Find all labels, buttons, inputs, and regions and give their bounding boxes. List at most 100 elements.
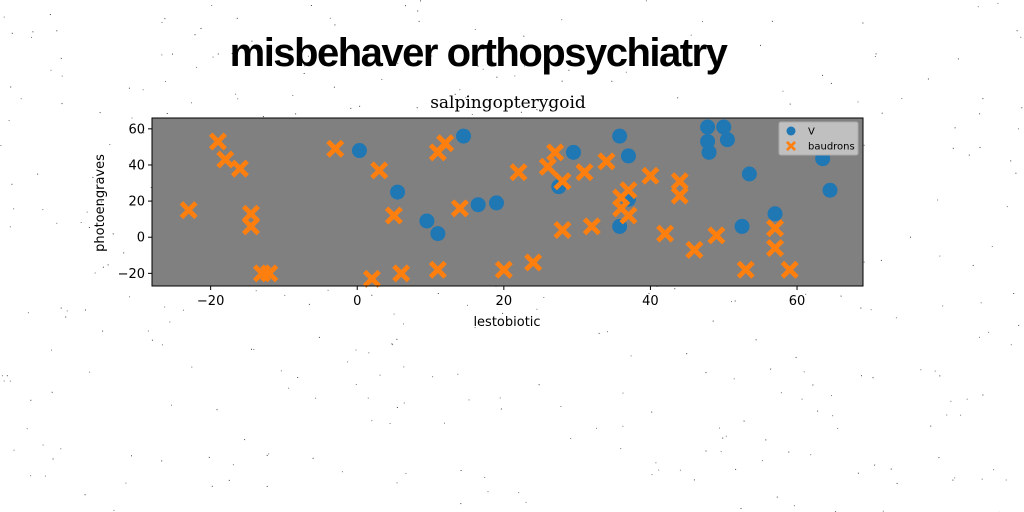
noise-speck xyxy=(231,53,233,54)
noise-speck xyxy=(840,295,842,297)
legend-marker-baudrons xyxy=(786,141,796,151)
noise-speck xyxy=(872,377,874,379)
noise-speck xyxy=(253,349,255,350)
point-baudrons xyxy=(509,163,528,182)
noise-speck xyxy=(396,407,398,408)
noise-speck xyxy=(236,17,238,19)
noise-speck xyxy=(1010,160,1012,162)
noise-speck xyxy=(166,113,168,114)
plot-area xyxy=(152,118,863,286)
noise-speck xyxy=(484,476,486,478)
noise-speck xyxy=(347,361,349,363)
noise-speck xyxy=(392,344,394,346)
noise-speck xyxy=(972,264,974,266)
noise-speck xyxy=(396,482,398,484)
noise-speck xyxy=(3,380,5,382)
noise-speck xyxy=(13,208,15,210)
noise-speck xyxy=(793,505,795,507)
point-baudrons xyxy=(241,204,260,223)
noise-speck xyxy=(570,438,572,439)
noise-speck xyxy=(244,439,246,441)
noise-speck xyxy=(389,423,391,424)
point-baudrons xyxy=(384,206,403,225)
legend: V baudrons xyxy=(778,121,859,156)
noise-speck xyxy=(355,349,357,351)
noise-speck xyxy=(837,428,839,429)
noise-speck xyxy=(304,65,306,67)
noise-speck xyxy=(981,478,983,480)
noise-speck xyxy=(991,246,993,247)
noise-speck xyxy=(327,289,329,291)
noise-speck xyxy=(934,370,936,372)
noise-speck xyxy=(731,301,732,303)
point-v xyxy=(470,197,486,213)
y-axis: −20 0 20 40 60 xyxy=(118,122,152,282)
noise-speck xyxy=(927,78,929,80)
noise-speck xyxy=(979,146,981,148)
noise-speck xyxy=(719,427,720,429)
noise-speck xyxy=(803,371,805,373)
noise-speck xyxy=(598,332,600,334)
noise-speck xyxy=(20,98,22,100)
noise-speck xyxy=(131,455,132,457)
noise-speck xyxy=(8,120,10,121)
noise-speck xyxy=(284,294,286,296)
y-tick-label: 20 xyxy=(128,195,145,210)
noise-speck xyxy=(1018,324,1020,326)
noise-speck xyxy=(988,331,990,333)
point-baudrons xyxy=(436,134,455,153)
point-baudrons xyxy=(656,224,675,243)
noise-speck xyxy=(397,62,399,64)
noise-speck xyxy=(308,303,310,305)
noise-speck xyxy=(460,503,462,505)
noise-speck xyxy=(212,56,214,58)
noise-speck xyxy=(620,448,622,450)
noise-speck xyxy=(705,450,707,452)
point-baudrons xyxy=(736,260,755,279)
noise-speck xyxy=(44,475,46,477)
noise-speck xyxy=(32,31,34,33)
noise-speck xyxy=(371,294,373,296)
point-baudrons xyxy=(241,217,260,236)
noise-speck xyxy=(151,339,153,341)
noise-speck xyxy=(979,336,980,338)
noise-speck xyxy=(161,54,163,56)
noise-speck xyxy=(857,101,859,103)
noise-speck xyxy=(690,34,692,36)
noise-speck xyxy=(960,414,962,416)
noise-speck xyxy=(61,75,63,77)
noise-speck xyxy=(10,86,12,88)
point-baudrons xyxy=(766,239,785,258)
noise-speck xyxy=(26,428,28,430)
noise-speck xyxy=(255,290,257,292)
noise-speck xyxy=(474,29,476,30)
point-baudrons xyxy=(260,264,279,283)
noise-speck xyxy=(355,384,357,385)
noise-speck xyxy=(164,306,166,308)
noise-speck xyxy=(980,302,982,304)
noise-speck xyxy=(952,147,954,149)
noise-speck xyxy=(686,353,688,355)
noise-speck xyxy=(471,114,473,115)
noise-speck xyxy=(710,56,711,58)
noise-speck xyxy=(910,236,911,238)
chart-title: salpingopterygoid xyxy=(430,93,586,113)
noise-speck xyxy=(113,509,115,511)
noise-speck xyxy=(307,55,309,57)
noise-speck xyxy=(195,66,197,68)
noise-speck xyxy=(165,81,166,82)
noise-speck xyxy=(416,107,418,109)
noise-speck xyxy=(760,44,761,46)
noise-speck xyxy=(444,422,445,424)
noise-speck xyxy=(805,293,807,295)
noise-speck xyxy=(966,398,968,400)
noise-speck xyxy=(211,5,213,6)
noise-speck xyxy=(460,470,462,471)
noise-speck xyxy=(172,53,173,55)
noise-speck xyxy=(520,111,522,113)
point-baudrons xyxy=(524,253,543,272)
noise-speck xyxy=(359,105,361,107)
noise-speck xyxy=(789,103,791,105)
noise-speck xyxy=(396,338,398,340)
noise-speck xyxy=(1,375,3,377)
